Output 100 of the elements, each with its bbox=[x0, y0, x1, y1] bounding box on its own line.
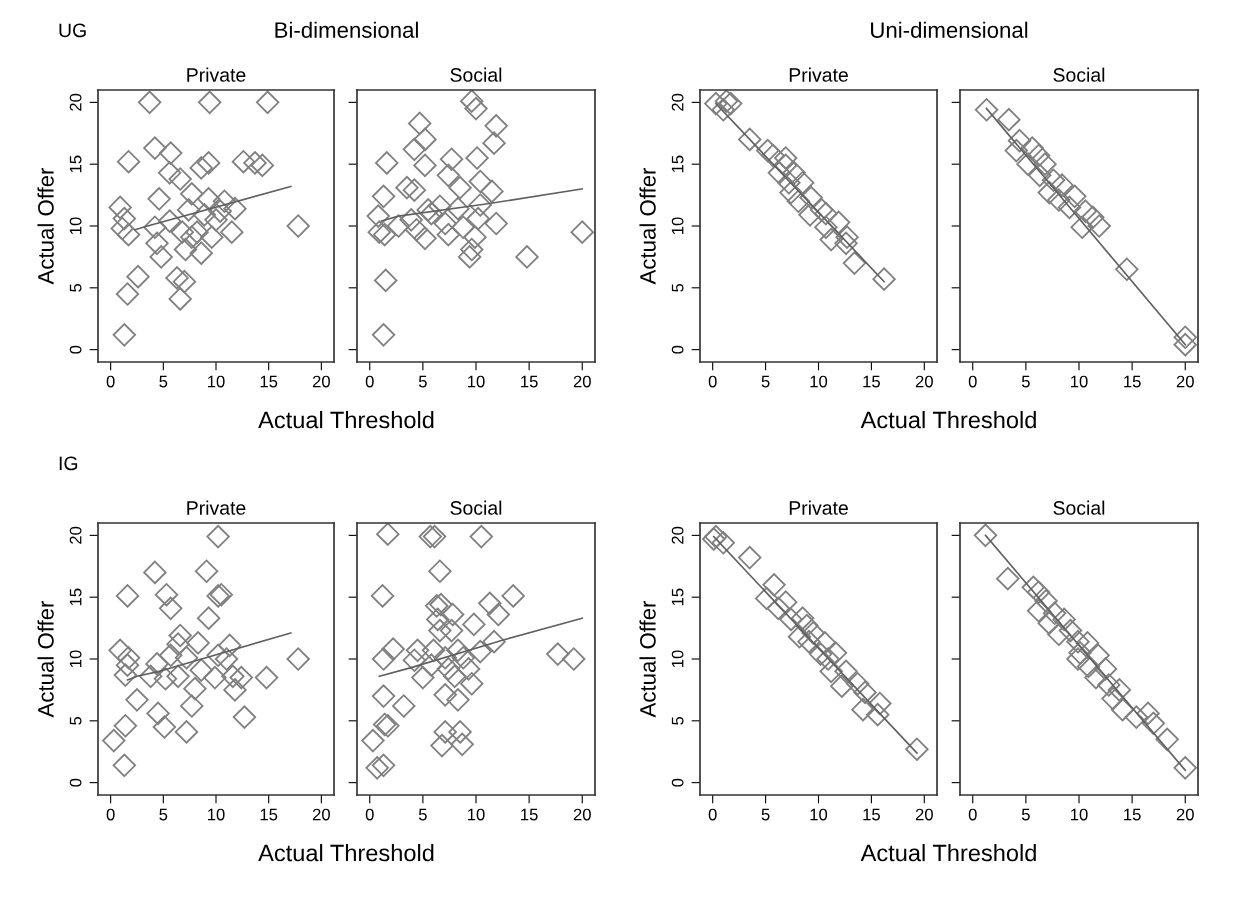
point bbox=[419, 653, 444, 677]
point bbox=[1037, 611, 1061, 635]
point bbox=[814, 215, 838, 239]
x-tick-label: 15 bbox=[863, 375, 880, 388]
point bbox=[108, 195, 132, 220]
point bbox=[173, 237, 198, 262]
point bbox=[381, 637, 405, 661]
point bbox=[546, 642, 570, 666]
point bbox=[180, 694, 204, 718]
point bbox=[372, 222, 397, 247]
y-axis-title: Actual Offer bbox=[37, 167, 54, 285]
point bbox=[243, 151, 267, 175]
point bbox=[484, 211, 508, 236]
point bbox=[154, 583, 179, 607]
point bbox=[158, 141, 183, 165]
point bbox=[102, 728, 126, 753]
point bbox=[223, 196, 247, 221]
point bbox=[853, 680, 877, 705]
point bbox=[1110, 697, 1135, 722]
point bbox=[816, 647, 840, 671]
point bbox=[974, 98, 999, 122]
y-axis-title: Actual Offer bbox=[37, 600, 54, 718]
point bbox=[172, 269, 197, 294]
point bbox=[1033, 152, 1057, 176]
x-tick-label: 10 bbox=[468, 375, 485, 388]
point bbox=[407, 111, 432, 136]
point bbox=[704, 91, 728, 116]
point bbox=[371, 753, 396, 778]
point bbox=[1063, 184, 1087, 209]
point bbox=[373, 268, 398, 293]
y-tick-label: 0 bbox=[671, 345, 684, 354]
point bbox=[756, 138, 780, 163]
chart-title: Private bbox=[187, 500, 246, 515]
point bbox=[1107, 678, 1132, 702]
point bbox=[1042, 601, 1067, 625]
x-tick-label: 0 bbox=[365, 808, 374, 821]
point bbox=[115, 282, 140, 306]
point bbox=[767, 161, 792, 185]
y-tick-label: 20 bbox=[69, 93, 82, 111]
point bbox=[404, 218, 429, 242]
point bbox=[448, 175, 472, 200]
point bbox=[194, 559, 219, 583]
point bbox=[866, 702, 890, 727]
point bbox=[208, 199, 232, 223]
x-tick-label: 20 bbox=[573, 375, 591, 388]
point bbox=[108, 638, 132, 663]
point bbox=[166, 664, 190, 689]
y-tick-label: 15 bbox=[69, 155, 82, 173]
point bbox=[386, 214, 411, 238]
point bbox=[451, 215, 475, 239]
point bbox=[143, 136, 167, 160]
point bbox=[439, 618, 464, 643]
point bbox=[180, 225, 204, 249]
point bbox=[469, 524, 494, 549]
point bbox=[484, 114, 508, 138]
y-tick-label: 10 bbox=[671, 217, 684, 234]
x-tick-label: 10 bbox=[810, 375, 828, 388]
x-tick-label: 5 bbox=[418, 808, 427, 821]
point bbox=[801, 621, 825, 645]
chart-title: Private bbox=[187, 67, 246, 82]
point bbox=[1068, 641, 1092, 665]
point bbox=[361, 728, 385, 753]
x-tick-label: 0 bbox=[708, 375, 717, 388]
x-tick-label: 0 bbox=[106, 808, 115, 821]
point bbox=[143, 560, 167, 585]
chart-title: Social bbox=[450, 67, 502, 82]
point bbox=[204, 208, 228, 232]
point bbox=[232, 705, 257, 729]
x-tick-label: 10 bbox=[1071, 375, 1088, 388]
point bbox=[168, 623, 192, 648]
x-tick-label: 5 bbox=[761, 808, 770, 821]
point bbox=[365, 756, 389, 780]
point bbox=[116, 646, 141, 670]
point bbox=[905, 737, 929, 761]
y-tick-label: 20 bbox=[671, 93, 684, 111]
point bbox=[465, 146, 489, 170]
x-tick-label: 20 bbox=[915, 375, 933, 388]
x-tick-label: 10 bbox=[468, 808, 485, 821]
point bbox=[392, 694, 416, 718]
point bbox=[457, 245, 482, 269]
point bbox=[286, 214, 310, 238]
point bbox=[189, 156, 213, 180]
point bbox=[973, 523, 998, 548]
point bbox=[428, 559, 452, 583]
text: UG bbox=[59, 23, 86, 38]
point bbox=[1081, 205, 1105, 230]
point bbox=[1026, 143, 1051, 168]
point bbox=[113, 714, 138, 738]
point bbox=[1026, 580, 1051, 604]
point bbox=[446, 196, 470, 221]
point bbox=[779, 180, 803, 205]
point bbox=[834, 659, 858, 684]
point bbox=[1050, 173, 1074, 197]
point bbox=[501, 584, 525, 608]
point bbox=[158, 596, 183, 621]
point bbox=[371, 647, 396, 671]
point bbox=[446, 638, 470, 663]
x-tick-label: 15 bbox=[521, 808, 538, 821]
point bbox=[413, 153, 437, 178]
point bbox=[436, 163, 461, 188]
